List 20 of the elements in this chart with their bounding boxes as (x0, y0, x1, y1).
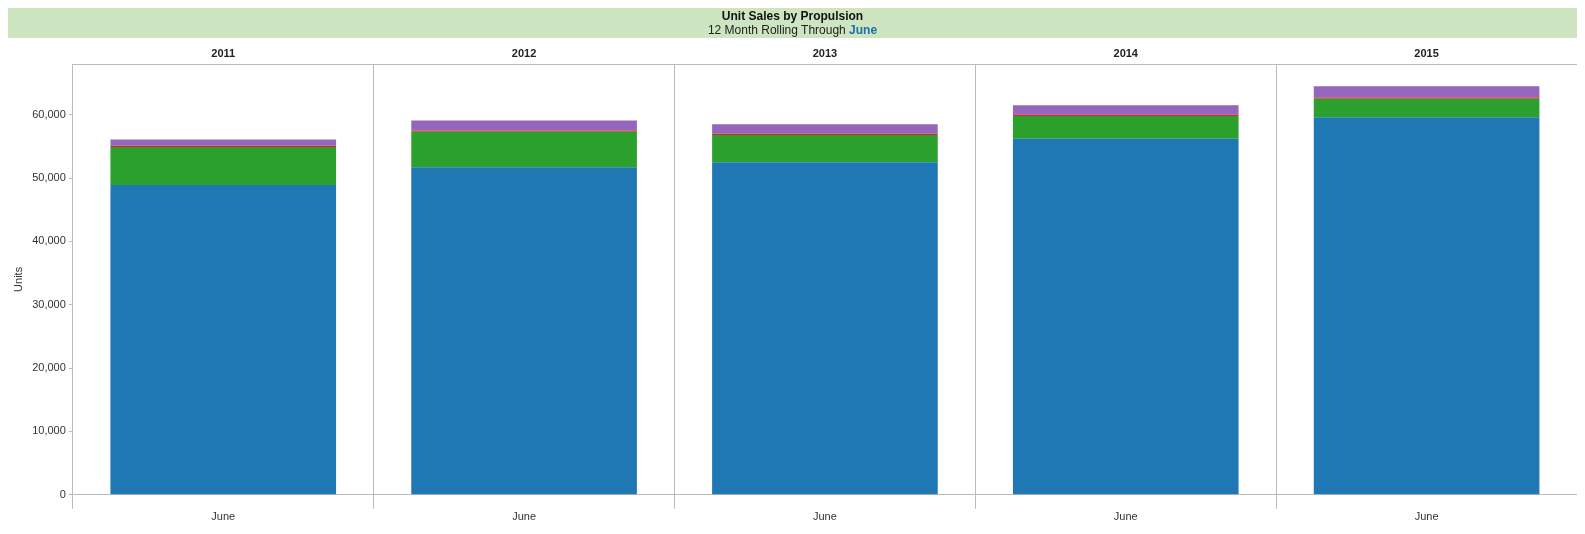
y-tick-label: 50,000 (32, 171, 66, 184)
text: 2012 (511, 47, 537, 60)
x-tick-label: June (812, 510, 837, 523)
x-tick-label: June (1414, 510, 1439, 523)
chart-subtitle: 12 Month Rolling Through June (706, 23, 879, 37)
y-tick-label: 40,000 (32, 234, 66, 247)
y-tick-label: 0 (59, 487, 66, 500)
y-tick-label: 10,000 (32, 424, 66, 437)
text: 2011 (211, 47, 236, 60)
chart-title: Unit Sales by Propulsion (720, 9, 865, 23)
text: 2013 (812, 47, 838, 60)
text: 2014 (1113, 47, 1139, 60)
text: 2015 (1414, 47, 1439, 60)
y-axis-title: Units (11, 266, 24, 292)
x-tick-label: June (211, 510, 236, 523)
y-tick-label: 60,000 (32, 107, 66, 120)
x-tick-label: June (1113, 510, 1138, 523)
y-tick-label: 30,000 (32, 297, 66, 310)
x-tick-label: June (512, 510, 537, 523)
y-tick-label: 20,000 (32, 361, 66, 374)
